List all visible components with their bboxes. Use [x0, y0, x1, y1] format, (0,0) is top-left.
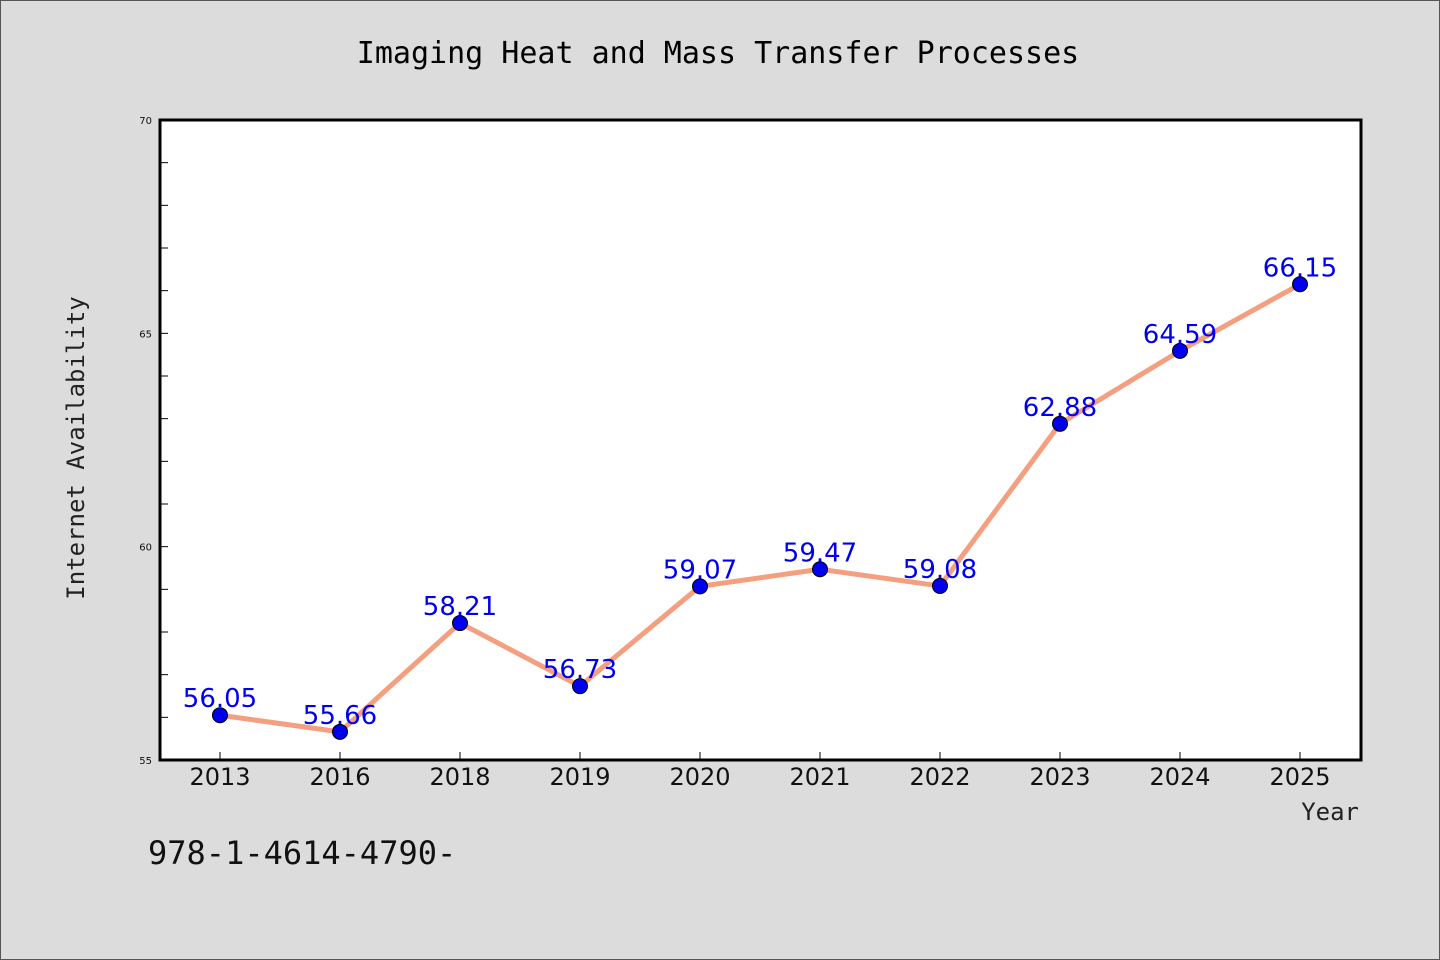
series-line — [219, 282, 1302, 735]
data-label: 66.15 — [1263, 253, 1337, 283]
y-tick-label: 70 — [139, 116, 152, 127]
data-label: 56.73 — [543, 655, 617, 685]
x-tick-label: 2018 — [429, 763, 490, 791]
x-tick-label: 2024 — [1149, 763, 1210, 791]
data-label: 59.07 — [663, 555, 737, 585]
x-tick-label: 2022 — [909, 763, 970, 791]
y-axis: 55 60 65 70 — [139, 116, 168, 767]
x-axis: 2013 2016 2018 2019 2020 2021 2022 2023 2024 2025 — [189, 752, 1331, 791]
y-tick-label: 60 — [139, 543, 152, 554]
data-point — [572, 678, 588, 695]
plot-area — [158, 118, 1363, 762]
data-label: 59.47 — [783, 538, 857, 568]
x-tick-label: 2021 — [789, 763, 850, 791]
x-tick-label: 2019 — [549, 763, 610, 791]
footer-isbn: 978-1-4614-4790- — [148, 834, 456, 872]
y-tick-label: 55 — [139, 756, 152, 767]
x-tick-label: 2023 — [1029, 763, 1090, 791]
data-label: 56.05 — [183, 684, 257, 714]
data-label: 58.21 — [423, 592, 497, 622]
data-point — [212, 707, 228, 724]
data-point — [932, 577, 948, 594]
y-tick-label: 65 — [139, 329, 152, 340]
y-axis-title: Internet Availability — [62, 296, 90, 599]
x-tick-label: 2016 — [309, 763, 370, 791]
x-axis-title: Year — [1301, 798, 1359, 826]
data-points — [212, 276, 1308, 740]
data-point — [1292, 276, 1308, 293]
x-tick-label: 2020 — [669, 763, 730, 791]
data-point — [692, 578, 708, 595]
data-point — [332, 723, 348, 740]
data-point — [812, 561, 828, 578]
data-point — [1052, 415, 1068, 432]
data-label: 64.59 — [1143, 320, 1217, 350]
x-tick-label: 2013 — [189, 763, 250, 791]
data-label: 62.88 — [1023, 393, 1097, 423]
chart-title: Imaging Heat and Mass Transfer Processes — [357, 36, 1079, 71]
data-point — [452, 615, 468, 632]
data-point — [1172, 342, 1188, 359]
data-labels: 56.05 55.66 58.21 56.73 59.07 59.47 59.08 62.88… — [183, 253, 1337, 731]
data-label: 59.08 — [903, 555, 977, 585]
data-label: 55.66 — [303, 701, 377, 731]
x-tick-label: 2025 — [1269, 763, 1330, 791]
